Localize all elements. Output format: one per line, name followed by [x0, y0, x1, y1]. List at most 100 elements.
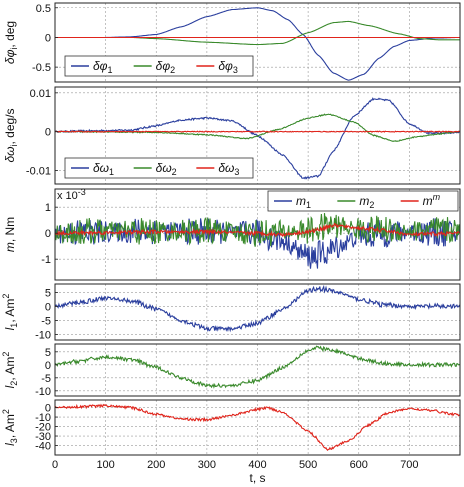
- panel-6: 0-10-20-30-40 l3, Am2: [1, 399, 461, 456]
- y-tick-label: -40: [35, 441, 51, 453]
- y-tick-label: 0: [45, 32, 51, 44]
- x-tick-label: 200: [147, 459, 165, 471]
- series-line-1: [55, 345, 460, 389]
- axes-frame: [54, 2, 461, 83]
- legend-label-sub: 1: [306, 200, 311, 210]
- y-tick-label: -20: [35, 422, 51, 434]
- y-axis-label-unit: , Am: [3, 299, 17, 323]
- y-tick-label: 0: [45, 301, 51, 313]
- legend-label-main: m: [423, 194, 433, 208]
- legend-label: δω3: [218, 161, 239, 177]
- legend-label-main: δφ: [218, 59, 233, 73]
- y-exponent-base: x 10: [57, 190, 78, 202]
- y-axis-label-sup: 2: [1, 294, 11, 299]
- legend-label-main: m: [359, 194, 369, 208]
- y-tick-label: -1: [41, 254, 51, 266]
- legend-label: mm: [423, 192, 441, 208]
- y-tick-label: -10: [35, 412, 51, 424]
- y-axis-label-main: l: [3, 327, 17, 330]
- series-line-3: [55, 130, 460, 133]
- y-axis-label-sup: 2: [1, 409, 11, 414]
- legend-label-sub: 2: [172, 167, 177, 177]
- series-line-1: [55, 97, 460, 180]
- legend-label-sub: 3: [233, 65, 238, 75]
- y-tick-label: 5: [45, 287, 51, 299]
- legend-label: δφ2: [156, 59, 176, 75]
- x-tick-label: 600: [350, 459, 368, 471]
- y-axis-label-unit: , Am: [3, 357, 17, 381]
- y-axis-label-sup: 2: [1, 352, 11, 357]
- y-tick-label: -30: [35, 431, 51, 443]
- series-line-1: [55, 218, 460, 269]
- legend-label: m1: [296, 194, 311, 210]
- x-tick-label: 300: [198, 459, 216, 471]
- x-axis-label: t, s: [249, 471, 265, 485]
- panel-3: 10-1m, Nmx 10-3m1 m2 mm: [3, 187, 461, 281]
- y-tick-label: 0: [45, 403, 51, 415]
- legend-box: [64, 157, 254, 179]
- legend-label-main: δφ: [93, 59, 108, 73]
- y-tick-label: -5: [41, 373, 51, 385]
- y-axis-label: l1, Am2: [1, 294, 19, 331]
- y-axis-label-unit: , Am: [3, 414, 17, 438]
- y-axis-label-main: l: [3, 385, 17, 388]
- axes-frame: [54, 343, 461, 397]
- y-tick-label: 0: [45, 360, 51, 372]
- legend-label: m2: [359, 194, 374, 210]
- legend-label-main: δω: [93, 161, 109, 175]
- legend-label-main: δω: [218, 161, 234, 175]
- y-axis-label-main: m: [3, 242, 17, 252]
- y-tick-label: 0.5: [36, 3, 51, 15]
- axes-frame: [54, 283, 461, 341]
- y-tick-label: -10: [35, 386, 51, 398]
- y-exponent-power: -3: [78, 187, 86, 197]
- panel-4: 5 0 -5 -10 l1, Am2: [1, 283, 461, 341]
- y-exponent-label: x 10-3: [57, 187, 86, 202]
- legend-label: δω2: [156, 161, 177, 177]
- legend-label-main: m: [296, 194, 306, 208]
- x-tick-label: 400: [248, 459, 266, 471]
- legend-label-sub: 1: [108, 65, 113, 75]
- y-tick-label: -0.01: [26, 165, 51, 177]
- legend-label: δω1: [93, 161, 114, 177]
- series-line-1: [55, 284, 460, 333]
- y-axis-label-main: δω: [3, 147, 17, 163]
- y-tick-label: 0: [45, 228, 51, 240]
- legend-label: δφ1: [93, 59, 113, 75]
- legend-label-sub: 1: [109, 167, 114, 177]
- legend-label-main: δφ: [156, 59, 171, 73]
- y-axis-label-unit: , deg: [3, 21, 17, 48]
- y-axis-label-sub: 1: [9, 323, 19, 328]
- y-axis-label-main: δφ: [3, 49, 17, 64]
- x-tick-label: 500: [299, 459, 317, 471]
- y-axis-label: l3, Am2: [1, 409, 19, 446]
- y-axis-label-sub: i: [9, 145, 19, 147]
- legend-label-sub: 2: [170, 65, 175, 75]
- y-axis-label-unit: , Nm: [3, 217, 17, 242]
- y-axis-label: m, Nm: [3, 217, 17, 252]
- legend-label-main: δω: [156, 161, 172, 175]
- y-axis-label-main: l: [3, 443, 17, 446]
- x-tick-label: 100: [96, 459, 114, 471]
- y-axis-label: δωi, deg/s: [3, 108, 19, 162]
- y-axis-label-unit: , deg/s: [3, 108, 17, 144]
- legend-label: δφ3: [218, 59, 238, 75]
- legend: δφ1 δφ2 δφ3: [64, 55, 254, 77]
- y-tick-label: 0.01: [30, 88, 51, 100]
- y-axis-label-sub: i: [9, 48, 19, 50]
- legend-box: [267, 190, 459, 212]
- y-tick-label: 0: [45, 127, 51, 139]
- y-axis-label-sub: 3: [9, 438, 19, 443]
- axes-frame: [54, 86, 461, 185]
- y-tick-label: -0.5: [32, 62, 51, 74]
- y-axis-label: δφi, deg: [3, 21, 19, 64]
- axes-frame: [54, 188, 461, 281]
- legend: m1 m2 mm: [267, 190, 459, 212]
- legend-box: [64, 55, 254, 77]
- y-tick-label: -5: [41, 315, 51, 327]
- x-tick-label: 0: [52, 459, 58, 471]
- series-line-2: [55, 113, 460, 143]
